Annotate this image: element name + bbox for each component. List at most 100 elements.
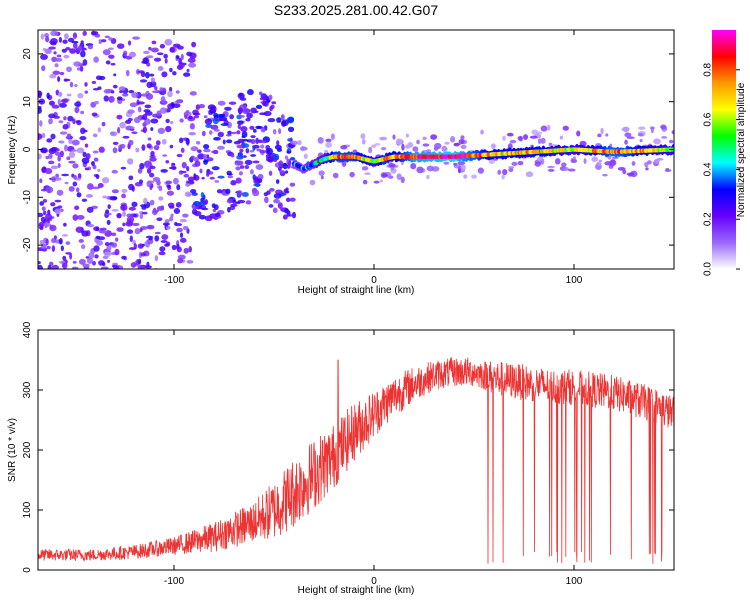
spectrogram-blob: [75, 226, 84, 233]
spectrogram-blob: [289, 156, 296, 161]
spectrogram-blob: [60, 245, 64, 252]
spectrogram-blob: [118, 86, 126, 92]
spectrogram-blob: [200, 192, 205, 198]
spectrogram-blob: [58, 120, 64, 124]
spectrogram-blob: [407, 141, 414, 148]
spectrogram-blob: [563, 166, 569, 171]
spectrogram-blob: [77, 173, 82, 180]
spectrogram-blob: [131, 131, 138, 135]
spectrogram-blob: [149, 165, 156, 170]
spectrogram-blob: [146, 143, 152, 149]
spectrogram-blob: [157, 127, 166, 135]
spectrogram-blob: [50, 202, 56, 207]
spectrogram-blob: [352, 149, 358, 153]
spectrogram-blob: [410, 162, 417, 170]
spectrogram-blob: [146, 55, 154, 59]
spectrogram-blob: [517, 160, 524, 166]
spectrogram-blob: [166, 190, 175, 196]
spectrogram-blob: [79, 65, 84, 72]
spectrogram-blob: [211, 203, 216, 209]
spectrogram-blob: [69, 252, 73, 260]
spectrogram-blob: [63, 116, 67, 121]
spectrogram-blob: [226, 173, 233, 176]
spectrogram-blob: [117, 126, 121, 134]
spectrogram-blob: [206, 172, 210, 177]
spectrogram-blob: [271, 101, 277, 105]
spectrogram-blob: [244, 165, 250, 170]
spectrogram-blob: [480, 129, 484, 135]
spectrogram-blob: [178, 57, 183, 65]
spectrogram-blob: [254, 176, 259, 182]
spectrogram-blob: [227, 130, 232, 135]
spectrogram-blob: [192, 109, 199, 116]
spectrogram-blob: [508, 166, 515, 169]
spectrogram-blob: [176, 184, 181, 191]
spectrogram-blob: [144, 110, 153, 116]
spectrogram-blob: [453, 162, 458, 166]
spectrogram-blob: [105, 60, 111, 65]
spectrogram-blob: [133, 270, 138, 274]
bottom-y-axis-label: SNR (10 * v/v): [7, 418, 18, 482]
spectrogram-blob: [168, 205, 175, 209]
spectrogram-blob: [119, 121, 126, 129]
spectrogram-blob: [93, 245, 100, 252]
spectrogram-blob: [126, 213, 134, 218]
spectrogram-blob: [135, 147, 140, 153]
spectrogram-blob: [263, 101, 269, 107]
spectrogram-blob: [179, 118, 184, 123]
spectrogram-blob: [506, 132, 514, 137]
spectrogram-blob: [38, 153, 42, 160]
spectrogram-blob: [51, 176, 57, 183]
spectrogram-blob: [39, 201, 45, 206]
spectrogram-blob: [230, 131, 237, 135]
spectrogram-blob: [263, 192, 269, 197]
spectrogram-blob: [540, 125, 548, 132]
spectrogram-blob: [233, 140, 241, 145]
spectrogram-blob: [92, 133, 98, 138]
spectrogram-blob: [104, 35, 110, 39]
spectrogram-blob: [235, 166, 241, 171]
spectrogram-blob: [44, 167, 53, 175]
spectrogram-blob: [56, 189, 64, 196]
spectrogram-blob: [161, 71, 168, 78]
bottom-y-tick-label: 0: [22, 567, 33, 573]
spectrogram-blob: [639, 139, 643, 143]
spectrogram-blob: [583, 158, 587, 164]
spectrogram-blob: [236, 120, 244, 125]
spectrogram-blob: [191, 41, 197, 48]
spectrogram-blob: [148, 46, 152, 51]
spectrogram-blob: [122, 93, 129, 97]
spectrogram-blob: [81, 198, 88, 202]
spectrogram-blob: [126, 216, 135, 223]
spectrogram-blob: [265, 144, 271, 150]
spectrogram-blob: [97, 127, 102, 133]
spectrogram-blob: [237, 92, 245, 100]
spectrogram-blob: [62, 39, 68, 44]
bottom-plot-frame: [37, 329, 675, 571]
spectrogram-blob: [444, 141, 450, 145]
spectrogram-blob: [146, 168, 152, 174]
spectrogram-blob: [136, 68, 140, 75]
spectrogram-blob: [529, 135, 538, 139]
spectrogram-blob: [360, 133, 366, 140]
spectrogram-blob: [47, 264, 52, 269]
spectrogram-blob: [128, 90, 135, 94]
spectrogram-blob: [129, 102, 138, 108]
spectrogram-blob: [303, 153, 308, 159]
spectrogram-blob: [141, 144, 146, 151]
spectrogram-blob: [131, 92, 139, 98]
spectrogram-blob: [143, 50, 150, 55]
spectrogram-blob: [284, 208, 290, 214]
spectrogram-blob: [214, 212, 221, 217]
bottom-x-tick-label: 0: [371, 576, 377, 587]
spectrogram-blob: [150, 150, 155, 157]
spectrogram-blob: [138, 258, 142, 265]
spectrogram-blob: [84, 167, 90, 171]
spectrogram-blob: [561, 162, 567, 167]
spectrogram-blob: [128, 175, 134, 181]
spectrogram-blob: [244, 159, 253, 166]
spectrogram-blob: [176, 153, 183, 158]
spectrogram-blob: [50, 30, 59, 37]
spectrogram-blob: [245, 118, 251, 122]
